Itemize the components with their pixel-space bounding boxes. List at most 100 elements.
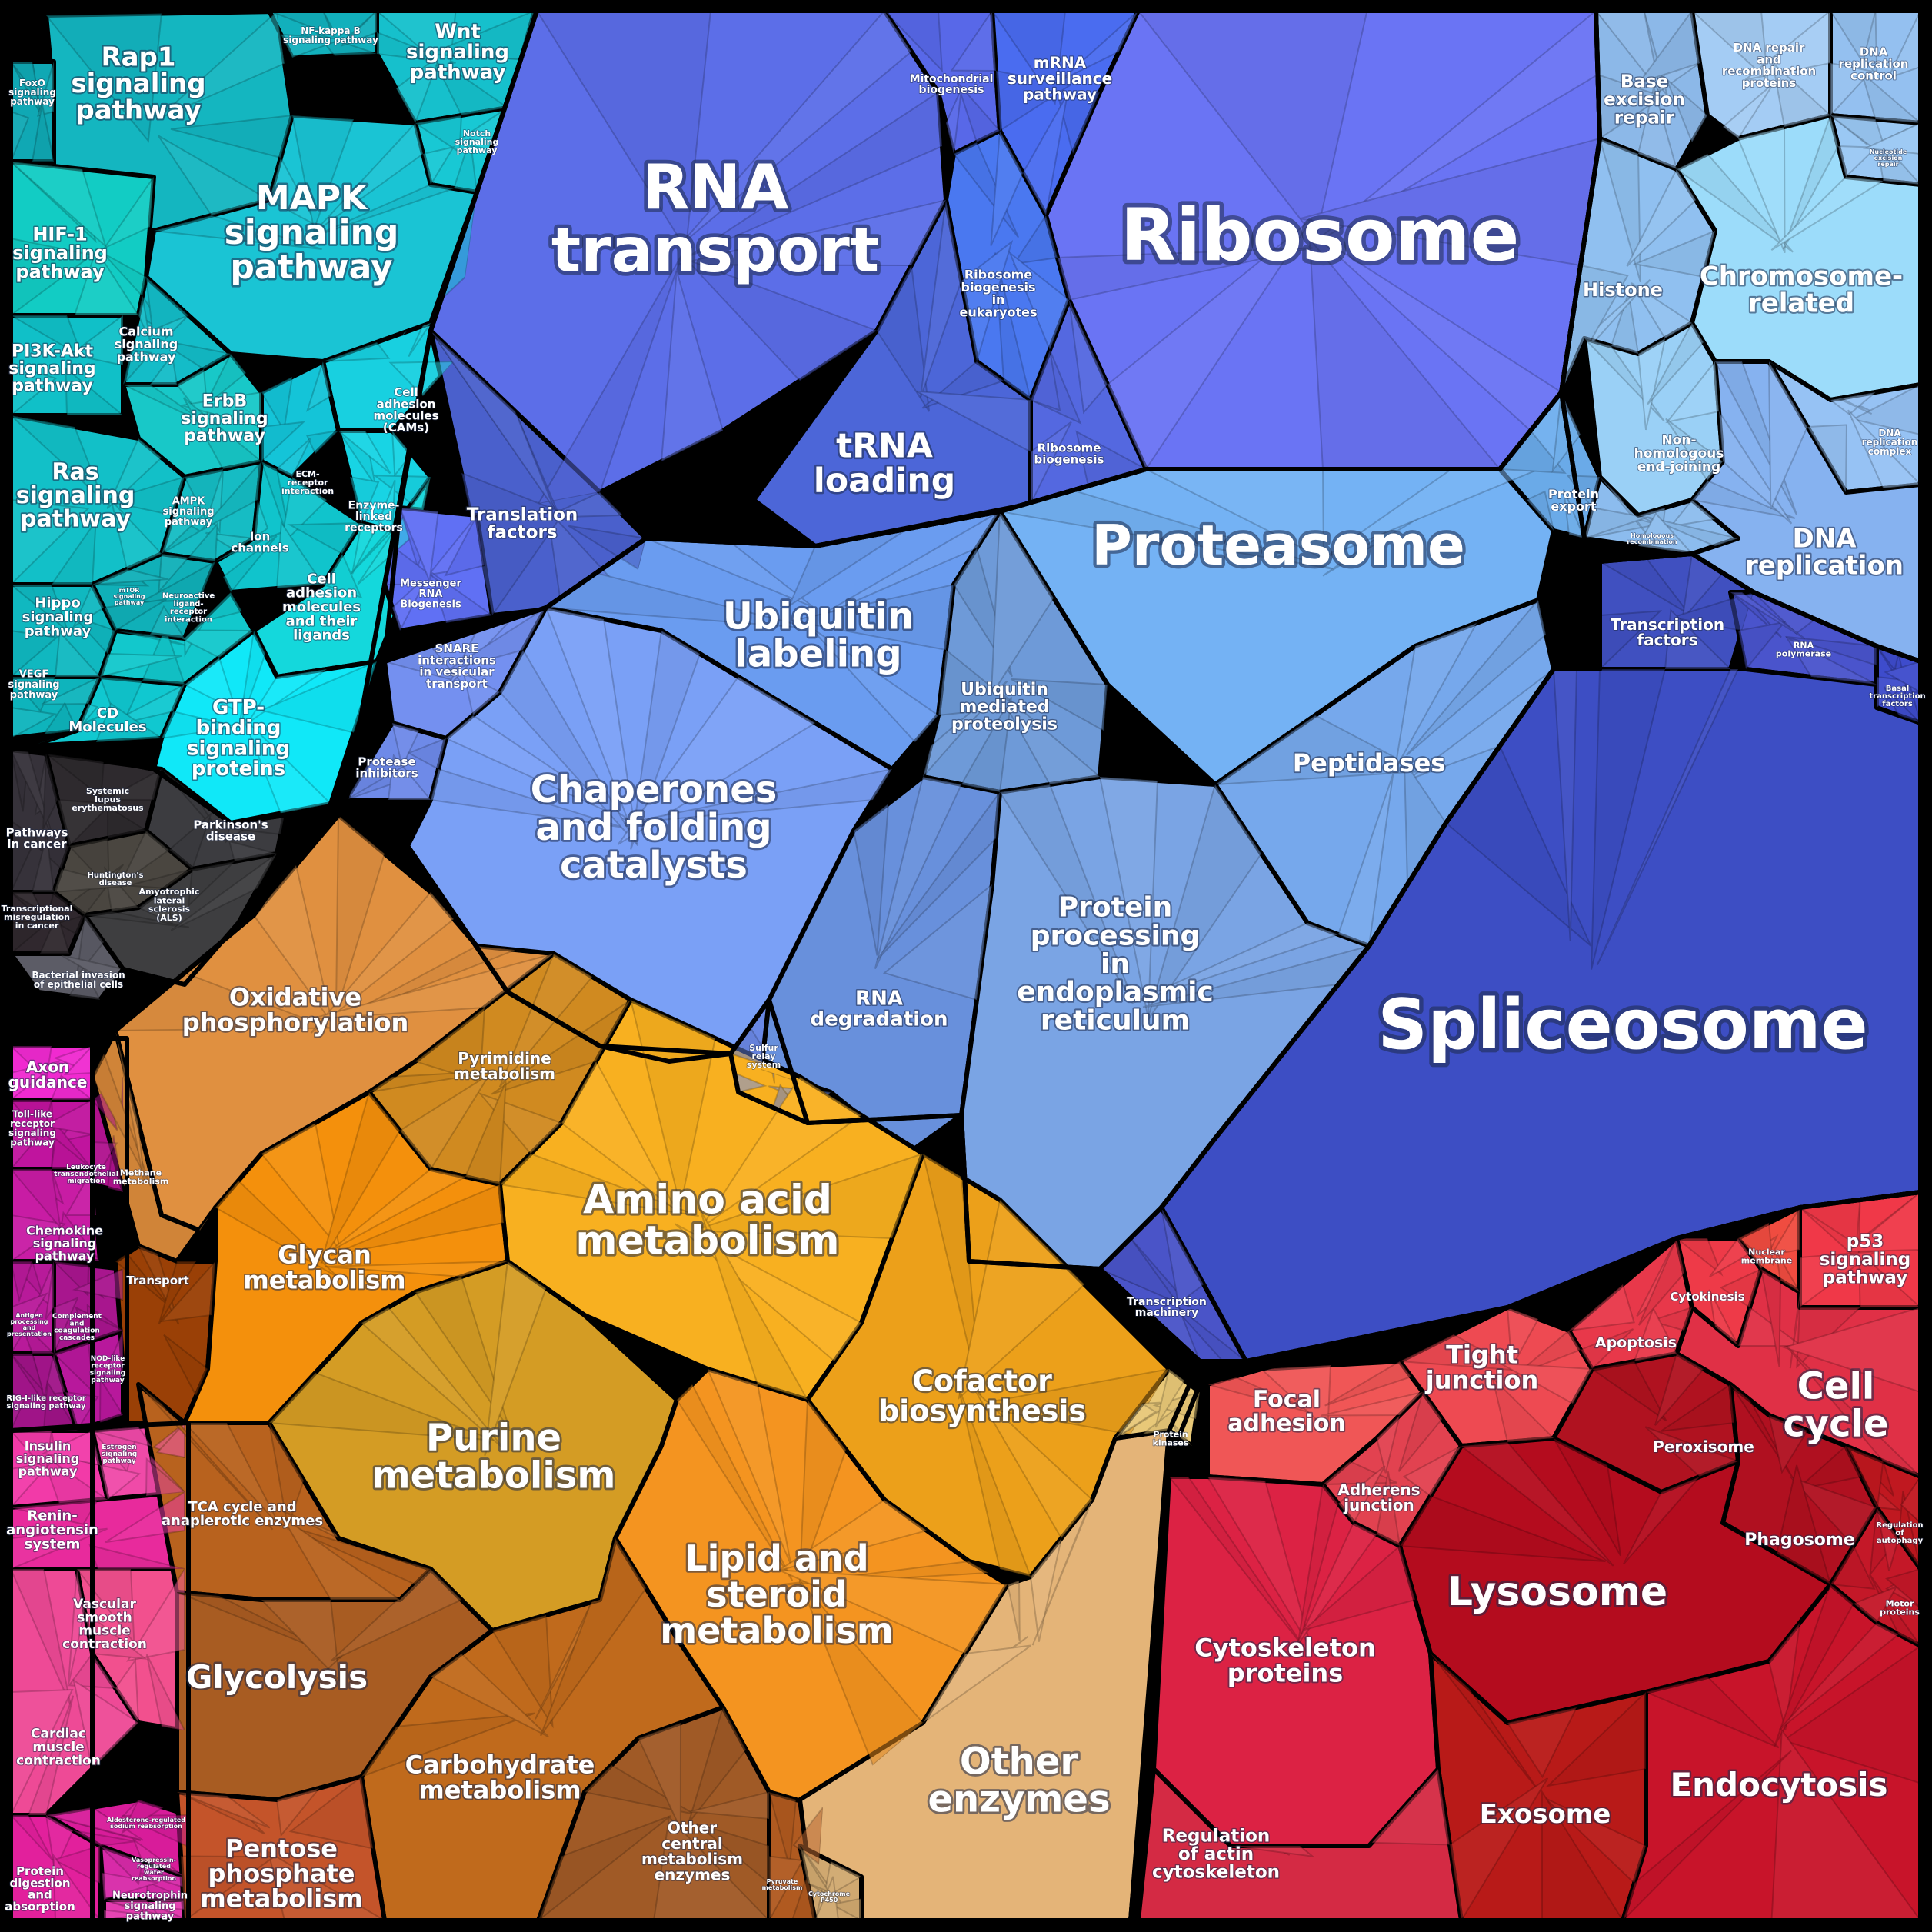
label-line: pathway xyxy=(75,95,201,125)
cell xyxy=(179,1855,277,1920)
cell xyxy=(1730,1384,1794,1479)
label-line: Endocytosis xyxy=(1670,1766,1887,1804)
cell xyxy=(42,701,78,736)
label-line: Pentose xyxy=(225,1834,338,1863)
cell xyxy=(215,531,285,562)
cell xyxy=(1887,11,1920,79)
cell xyxy=(291,115,355,233)
cell xyxy=(11,677,57,713)
cell xyxy=(165,629,254,659)
label-hif1: HIF-1 signaling pathway xyxy=(12,224,108,283)
cell xyxy=(1862,122,1920,155)
label-transl: Translation factors xyxy=(467,505,578,542)
cell xyxy=(464,1081,507,1184)
label-line: Enzyme- xyxy=(348,500,400,512)
label-pyrimidine: Pyrimidine metabolism xyxy=(454,1048,555,1082)
label-dnareplication: DNA replication xyxy=(1745,523,1904,581)
label-line: NOD-like xyxy=(91,1355,125,1363)
label-lipid: Lipid and steroid metabolism xyxy=(660,1537,894,1651)
label-basaltf: Basal transcription factors xyxy=(1869,685,1925,708)
cell xyxy=(994,69,1072,132)
label-line: contraction xyxy=(16,1753,101,1768)
cell xyxy=(95,702,164,744)
label-line: loading xyxy=(814,461,955,500)
cell xyxy=(42,753,59,830)
cell xyxy=(1031,347,1061,411)
cell xyxy=(104,1909,142,1920)
cells-gtp xyxy=(160,631,377,814)
label-line: kinases xyxy=(1153,1438,1189,1448)
label-line: metabolism xyxy=(418,1775,581,1804)
cell xyxy=(31,834,55,892)
label-line: Bacterial invasion xyxy=(32,969,125,980)
cell xyxy=(101,1871,158,1900)
label-line: Carbohydrate xyxy=(405,1750,595,1780)
cells-rnapol xyxy=(1730,592,1877,685)
cells-trna xyxy=(875,200,1031,454)
label-tight: Tight junction xyxy=(1424,1341,1539,1395)
cells-carbo xyxy=(361,1538,648,1779)
cell xyxy=(155,1423,185,1459)
cell xyxy=(335,815,386,1014)
cell xyxy=(104,1900,160,1917)
label-line: Non- xyxy=(1661,433,1696,448)
cell xyxy=(814,1876,840,1920)
cell xyxy=(1562,488,1586,538)
cell xyxy=(137,295,152,341)
label-bacterial: Bacterial invasion of epithelial cells xyxy=(32,969,125,989)
label-line: ligands xyxy=(293,628,350,644)
label-line: pathway xyxy=(12,376,93,395)
cell xyxy=(491,999,631,1095)
label-line: Tight xyxy=(1446,1341,1518,1370)
label-messrna: Messenger RNA Biogenesis xyxy=(400,578,461,610)
cell xyxy=(1744,11,1830,81)
cell xyxy=(52,1853,100,1920)
cell xyxy=(54,868,128,894)
label-line: pathway xyxy=(10,96,55,107)
label-line: factors xyxy=(488,522,558,542)
cell xyxy=(1786,1345,1920,1477)
cell xyxy=(688,1707,748,1824)
cells-mtor xyxy=(92,554,215,638)
cell xyxy=(1591,669,1667,970)
cells-glycolysis xyxy=(177,1569,463,1683)
label-line: Oxidative xyxy=(229,983,361,1012)
cell xyxy=(64,1391,99,1431)
label-line: complex xyxy=(1868,446,1912,457)
cell xyxy=(498,954,594,1088)
cell xyxy=(157,338,231,371)
cell xyxy=(11,162,108,248)
label-cytoskel: Cytoskeleton proteins xyxy=(1194,1634,1376,1688)
label-line: system xyxy=(25,1536,81,1552)
cell xyxy=(102,174,154,250)
label-line: regulated xyxy=(137,1862,171,1869)
cell xyxy=(123,348,153,385)
cell xyxy=(1491,1375,1556,1444)
cells-chaperones xyxy=(429,608,892,850)
label-line: proteins xyxy=(1742,75,1797,89)
label-line: transcription xyxy=(1869,692,1925,701)
cell xyxy=(960,696,1013,792)
label-line: pathway xyxy=(20,505,131,532)
cell xyxy=(1774,1584,1855,1747)
label-vascular: Vascular smooth muscle contraction xyxy=(62,1597,147,1652)
label-line: disease xyxy=(99,879,132,888)
cell xyxy=(1738,1221,1774,1267)
cell xyxy=(56,798,113,846)
cells-focal xyxy=(1208,1361,1423,1432)
cell xyxy=(204,354,248,407)
cell xyxy=(798,1580,924,1767)
label-line: Basal xyxy=(1886,685,1910,693)
cells-pi3k xyxy=(11,315,123,415)
label-line: Other xyxy=(668,1818,717,1837)
cell xyxy=(1671,591,1754,632)
label-line: Protein xyxy=(1058,892,1172,924)
cell xyxy=(1131,921,1341,1004)
label-line: Hippo xyxy=(35,595,80,611)
label-complement: Complement and coagulation cascades xyxy=(52,1313,102,1342)
cell xyxy=(228,840,278,863)
label-line: signaling xyxy=(8,679,60,691)
cell xyxy=(919,200,963,398)
label-celladh: Cell adhesion molecules and their ligands xyxy=(282,571,361,643)
cell xyxy=(100,652,182,678)
